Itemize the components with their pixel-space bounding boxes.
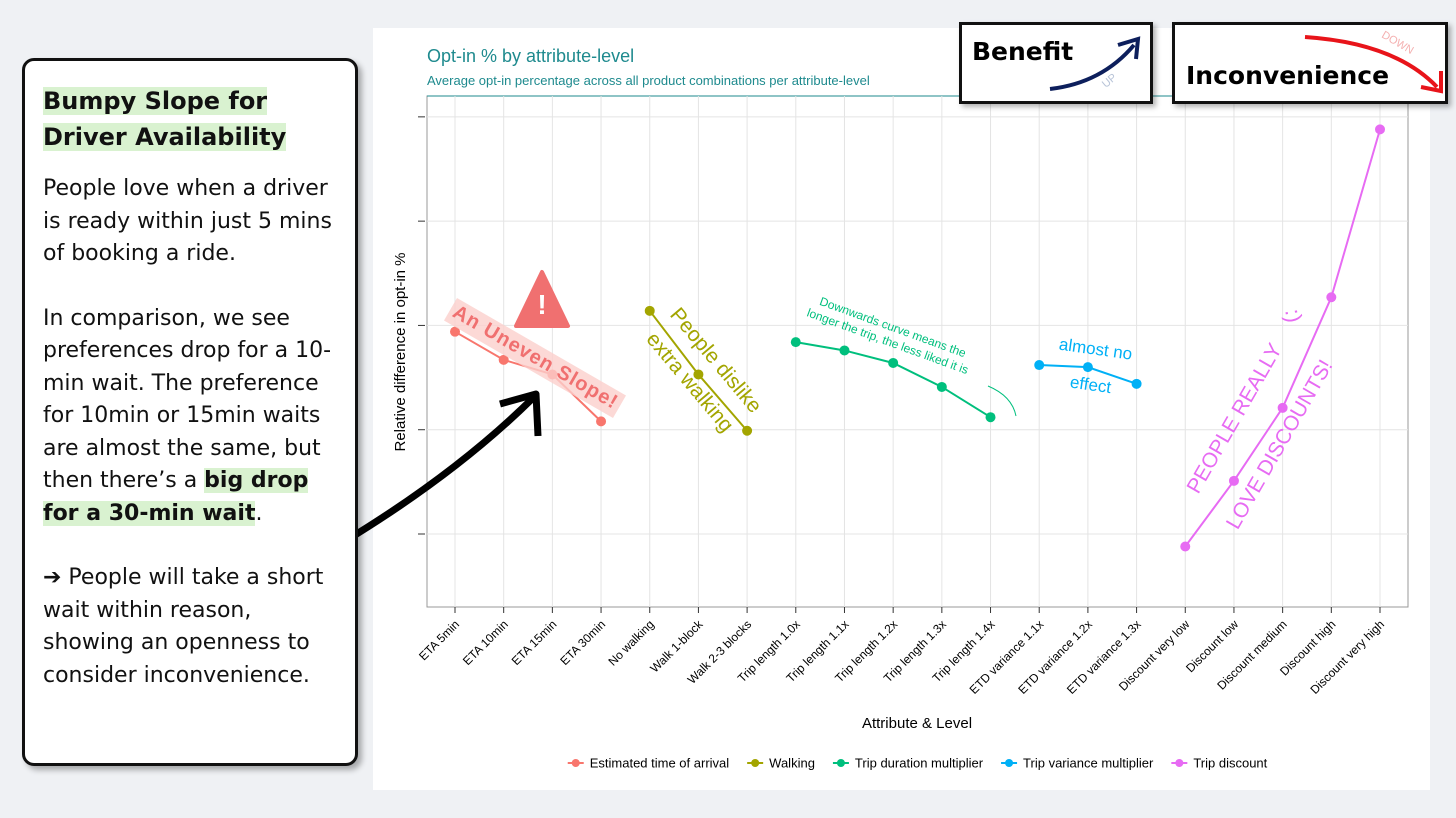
legend-marker [1175, 759, 1184, 767]
point [790, 337, 801, 348]
point [1131, 378, 1142, 389]
legend: Estimated time of arrival Walking Trip dur… [567, 756, 1268, 771]
legend-marker [751, 759, 760, 767]
panel-title-text: Bumpy Slope for Driver Availability [43, 87, 287, 151]
paragraph: People love when a driver is ready withi… [43, 176, 332, 266]
plot-area [426, 95, 1409, 608]
text: In comparison, we see preferences drop f… [43, 305, 332, 494]
chart-title: Opt-in % by attribute-level [427, 46, 634, 66]
point [644, 305, 655, 316]
legend-label: Walking [769, 756, 815, 771]
warning-icon [514, 270, 570, 328]
legend-label: Trip variance multiplier [1023, 756, 1154, 771]
paragraph: ➔ People will take a short wait within r… [43, 565, 324, 688]
annotation-text: :) [1280, 307, 1307, 325]
point [693, 369, 704, 380]
badge-label: Benefit [972, 37, 1074, 66]
point [1326, 292, 1337, 303]
point [1375, 124, 1385, 135]
point [985, 412, 996, 423]
point [742, 425, 753, 436]
legend-label: Estimated time of arrival [590, 756, 730, 771]
point [888, 357, 899, 368]
warning-mark: ! [537, 289, 546, 320]
legend-label: Trip discount [1193, 756, 1267, 771]
x-axis-title: Attribute & Level [862, 715, 972, 732]
annotation: :) [1280, 307, 1307, 325]
legend-marker [571, 759, 580, 767]
point [498, 354, 509, 365]
legend-label: Trip duration multiplier [855, 756, 984, 771]
text: . [255, 500, 263, 526]
pointer-arrow-head [499, 390, 542, 437]
text-panel: Bumpy Slope for Driver Availability Peop… [22, 58, 358, 766]
legend-marker [1005, 759, 1014, 767]
point [1034, 360, 1045, 371]
point [450, 326, 460, 337]
point [1082, 362, 1093, 373]
point [839, 345, 850, 356]
point [1277, 402, 1288, 413]
pointer-arrow [353, 395, 536, 538]
curve-arrow [987, 385, 1017, 417]
annotation-bg [444, 297, 626, 419]
point [1228, 475, 1239, 486]
inconvenience-badge: Inconvenience DOWN [1172, 22, 1448, 104]
benefit-badge: Benefit UP [959, 22, 1153, 104]
point [1180, 541, 1191, 552]
point [936, 381, 947, 392]
up-arrow [1049, 36, 1141, 91]
panel-title: Bumpy Slope for Driver Availability [43, 83, 343, 155]
y-axis-title: Relative difference in opt-in % [392, 253, 409, 452]
paragraph: In comparison, we see preferences drop f… [43, 303, 343, 531]
point [596, 416, 607, 427]
legend-marker [836, 759, 845, 767]
chart-subtitle: Average opt-in percentage across all pro… [427, 73, 870, 88]
badge-label: Inconvenience [1186, 61, 1390, 90]
down-arrow [1304, 35, 1443, 94]
